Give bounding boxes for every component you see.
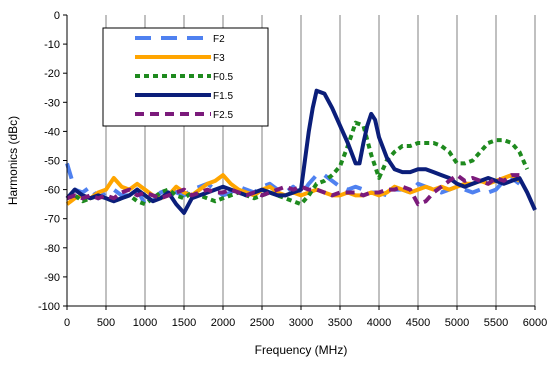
x-tick-label: 4500 xyxy=(406,317,430,329)
x-tick-label: 3500 xyxy=(328,317,352,329)
series-line-4 xyxy=(66,173,520,207)
x-axis-title: Frequency (MHz) xyxy=(255,343,348,357)
x-tick-label: 4000 xyxy=(367,317,391,329)
x-tick-label: 3000 xyxy=(289,317,313,329)
x-tick-label: 2000 xyxy=(211,317,235,329)
x-tick-label: 5000 xyxy=(445,317,469,329)
y-axis-title: Harmonics (dBc) xyxy=(6,116,20,205)
y-tick-label: -40 xyxy=(44,126,60,138)
legend: F2 F3 F0.5 F1.5 F2.5 xyxy=(102,27,269,127)
x-tick-label: 6000 xyxy=(523,317,547,329)
y-tick-label: -50 xyxy=(44,156,60,168)
legend-label-3: F1.5 xyxy=(213,91,233,102)
x-tick-label: 1500 xyxy=(172,317,196,329)
y-tick-label: -80 xyxy=(44,243,60,255)
series-line-2 xyxy=(66,120,530,207)
axes xyxy=(63,14,536,310)
y-tick-label: -10 xyxy=(44,39,60,51)
y-tick-label: -30 xyxy=(44,97,60,109)
legend-label-0: F2 xyxy=(213,34,225,45)
legend-label-2: F0.5 xyxy=(213,72,233,83)
y-tick-label: 0 xyxy=(54,10,60,22)
tick-labels: 0 -10 -20 -30 -40 -50 -60 -70 -80 -90 -100 0 500 1000… xyxy=(38,10,547,329)
y-tick-label: -20 xyxy=(44,68,60,80)
y-tick-label: -60 xyxy=(44,185,60,197)
series-lines xyxy=(65,88,537,215)
y-tick-label: -100 xyxy=(38,301,60,313)
x-tick-label: 1000 xyxy=(133,317,157,329)
legend-label-1: F3 xyxy=(213,53,225,64)
x-tick-label: 5500 xyxy=(484,317,508,329)
legend-box xyxy=(102,27,269,127)
x-tick-label: 500 xyxy=(97,317,115,329)
y-tick-label: -90 xyxy=(44,272,60,284)
legend-label-4: F2.5 xyxy=(213,110,233,121)
x-tick-label: 0 xyxy=(64,317,70,329)
y-tick-label: -70 xyxy=(44,214,60,226)
x-tick-label: 2500 xyxy=(250,317,274,329)
series-line-0 xyxy=(65,162,521,207)
